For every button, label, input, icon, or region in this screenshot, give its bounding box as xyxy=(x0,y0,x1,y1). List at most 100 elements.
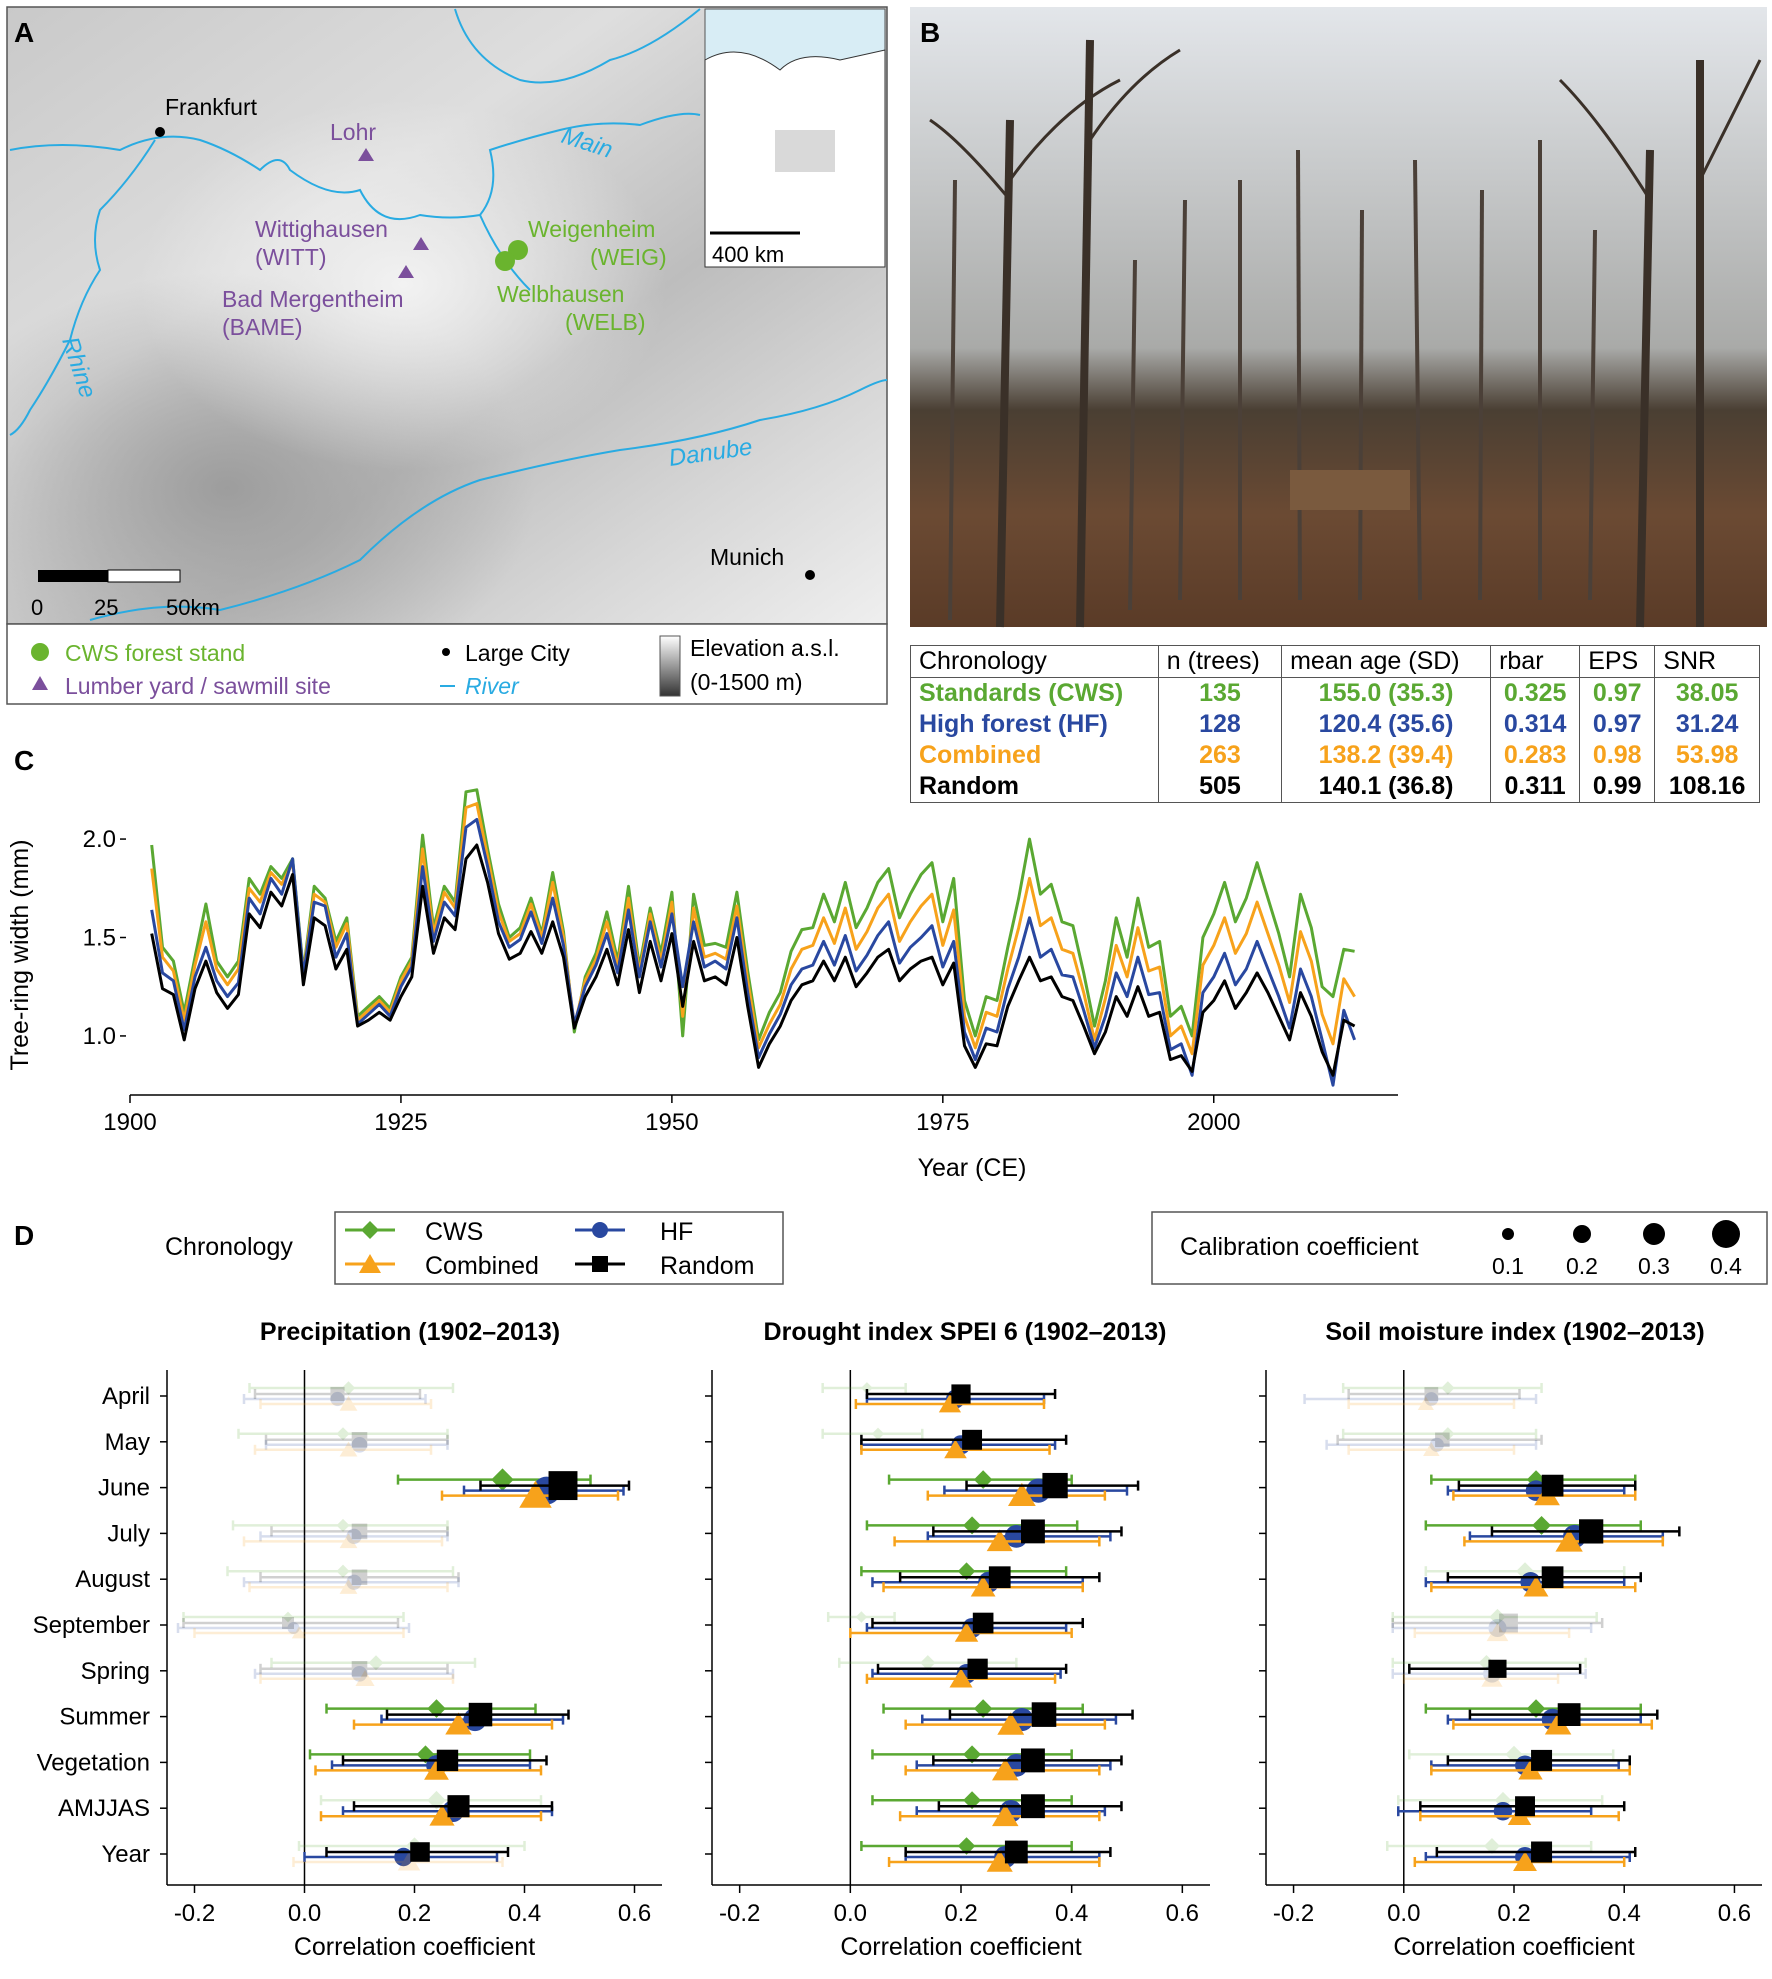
series-line-random xyxy=(150,843,1356,1077)
cws-site-label-weig: Weigenheim xyxy=(528,216,655,242)
point-cws xyxy=(1397,1791,1604,1809)
c-ytick-label: 1.5 xyxy=(83,925,116,952)
point-hf xyxy=(1391,1664,1587,1683)
c-xtick-label: 1900 xyxy=(103,1109,156,1136)
point-cws xyxy=(1430,1470,1637,1489)
category-label: Vegetation xyxy=(37,1749,150,1776)
point-hf xyxy=(860,1435,1057,1455)
point-cws xyxy=(396,1468,592,1491)
point-combined xyxy=(1452,1712,1654,1735)
table-cell: 0.98 xyxy=(1579,740,1656,771)
legend-cws-symbol xyxy=(31,643,49,661)
series-line-cws xyxy=(150,788,1355,1042)
legend-lumber-label: Lumber yard / sawmill site xyxy=(65,673,331,699)
table-header: SNR xyxy=(1654,645,1760,678)
d-subpanel-3: Soil moisture index (1902–2013) -0.2 0.0 0.… xyxy=(1259,1318,1762,1961)
point-random xyxy=(1457,1474,1637,1497)
point-cws xyxy=(871,1745,1073,1764)
point-random xyxy=(1391,1613,1604,1633)
point-cws xyxy=(325,1699,537,1718)
point-hf xyxy=(253,1666,455,1682)
c-xlabel: Year (CE) xyxy=(918,1154,1027,1182)
d-xtick-label: -0.2 xyxy=(719,1900,760,1927)
river-danube xyxy=(89,379,888,621)
svg-text:0: 0 xyxy=(31,595,43,620)
d-legend-entries: CWS HF Combined Random xyxy=(345,1218,755,1280)
svg-text:50km: 50km xyxy=(166,595,220,620)
d-xtick-label: 0.0 xyxy=(834,1900,867,1927)
table-cell: 0.97 xyxy=(1579,709,1656,740)
point-cws xyxy=(882,1699,1084,1718)
legend-label-combined: Combined xyxy=(425,1252,539,1280)
lumber-site-label-lohr: Lohr xyxy=(330,119,376,145)
c-xtick-label: 1950 xyxy=(645,1109,698,1136)
point-hf xyxy=(1468,1524,1665,1548)
table-cell: 0.99 xyxy=(1579,771,1656,803)
panel-c: C 1900 1925 1950 1975 2000 1.0 1.5 2.0 Year (CE… xyxy=(6,745,1398,1182)
point-cws xyxy=(297,1837,526,1855)
category-label: Summer xyxy=(59,1704,150,1731)
table-cell: 0.283 xyxy=(1490,740,1581,771)
point-hf xyxy=(1424,1572,1626,1593)
legend-symbol-cws xyxy=(361,1221,379,1239)
point-hf xyxy=(264,1437,449,1453)
point-hf xyxy=(341,1800,554,1823)
point-random xyxy=(932,1519,1123,1544)
point-combined xyxy=(253,1441,433,1457)
point-cws xyxy=(1385,1838,1593,1854)
point-combined xyxy=(849,1622,1073,1642)
d-xtick-label: 0.4 xyxy=(1608,1900,1641,1927)
point-random xyxy=(860,1429,1068,1450)
point-hf xyxy=(1325,1437,1538,1452)
point-combined xyxy=(259,1395,433,1411)
point-combined xyxy=(1402,1669,1560,1687)
point-combined xyxy=(314,1759,543,1780)
point-cws xyxy=(871,1791,1073,1810)
river-network xyxy=(9,8,888,621)
series-line-hf xyxy=(150,817,1357,1087)
table-cell: 0.97 xyxy=(1579,677,1656,709)
c-ylabel: Tree-ring width (mm) xyxy=(6,839,34,1070)
point-cws xyxy=(1424,1562,1626,1581)
point-cws xyxy=(860,1837,1073,1855)
point-combined xyxy=(440,1480,620,1508)
panel-label-d: D xyxy=(14,1220,34,1251)
point-random xyxy=(871,1612,1084,1634)
point-random xyxy=(1347,1387,1521,1401)
point-random xyxy=(898,1566,1101,1589)
table-cell: 53.98 xyxy=(1654,740,1760,771)
point-cws xyxy=(821,1427,924,1441)
point-combined xyxy=(893,1529,1101,1552)
d-size-legend-title: Calibration coefficient xyxy=(1180,1233,1419,1261)
point-random xyxy=(876,1658,1068,1679)
point-hf xyxy=(242,1574,460,1590)
point-hf xyxy=(176,1622,411,1634)
point-combined xyxy=(292,1851,504,1871)
point-hf xyxy=(943,1478,1129,1503)
point-hf xyxy=(915,1799,1107,1823)
point-cws xyxy=(1391,1654,1587,1671)
d-size-legend-box xyxy=(1151,1211,1768,1285)
series-line-combined xyxy=(150,802,1356,1056)
category-label: AMJJAS xyxy=(58,1795,150,1822)
point-combined xyxy=(887,1850,1101,1872)
table-cell: 140.1 (36.8) xyxy=(1281,771,1492,803)
point-combined xyxy=(1452,1483,1637,1506)
table-cell: 128 xyxy=(1157,709,1283,740)
panel-label-a: A xyxy=(14,17,34,48)
cws-site-label-welb: Welbhausen xyxy=(497,281,624,307)
point-random xyxy=(1419,1796,1626,1817)
d-xtick-label: 0.6 xyxy=(1718,1900,1751,1927)
d-xtick-label: 0.0 xyxy=(1387,1900,1420,1927)
c-xtick-label: 1925 xyxy=(374,1109,427,1136)
table-cell: 263 xyxy=(1157,740,1283,771)
point-random xyxy=(1468,1703,1659,1726)
point-random xyxy=(352,1795,554,1818)
category-label: August xyxy=(75,1566,150,1593)
table-cell: 155.0 (35.3) xyxy=(1281,677,1492,709)
point-random xyxy=(264,1432,449,1448)
cws-site-marker-welb xyxy=(495,251,515,271)
point-combined xyxy=(865,1668,1057,1688)
point-random xyxy=(904,1840,1112,1864)
